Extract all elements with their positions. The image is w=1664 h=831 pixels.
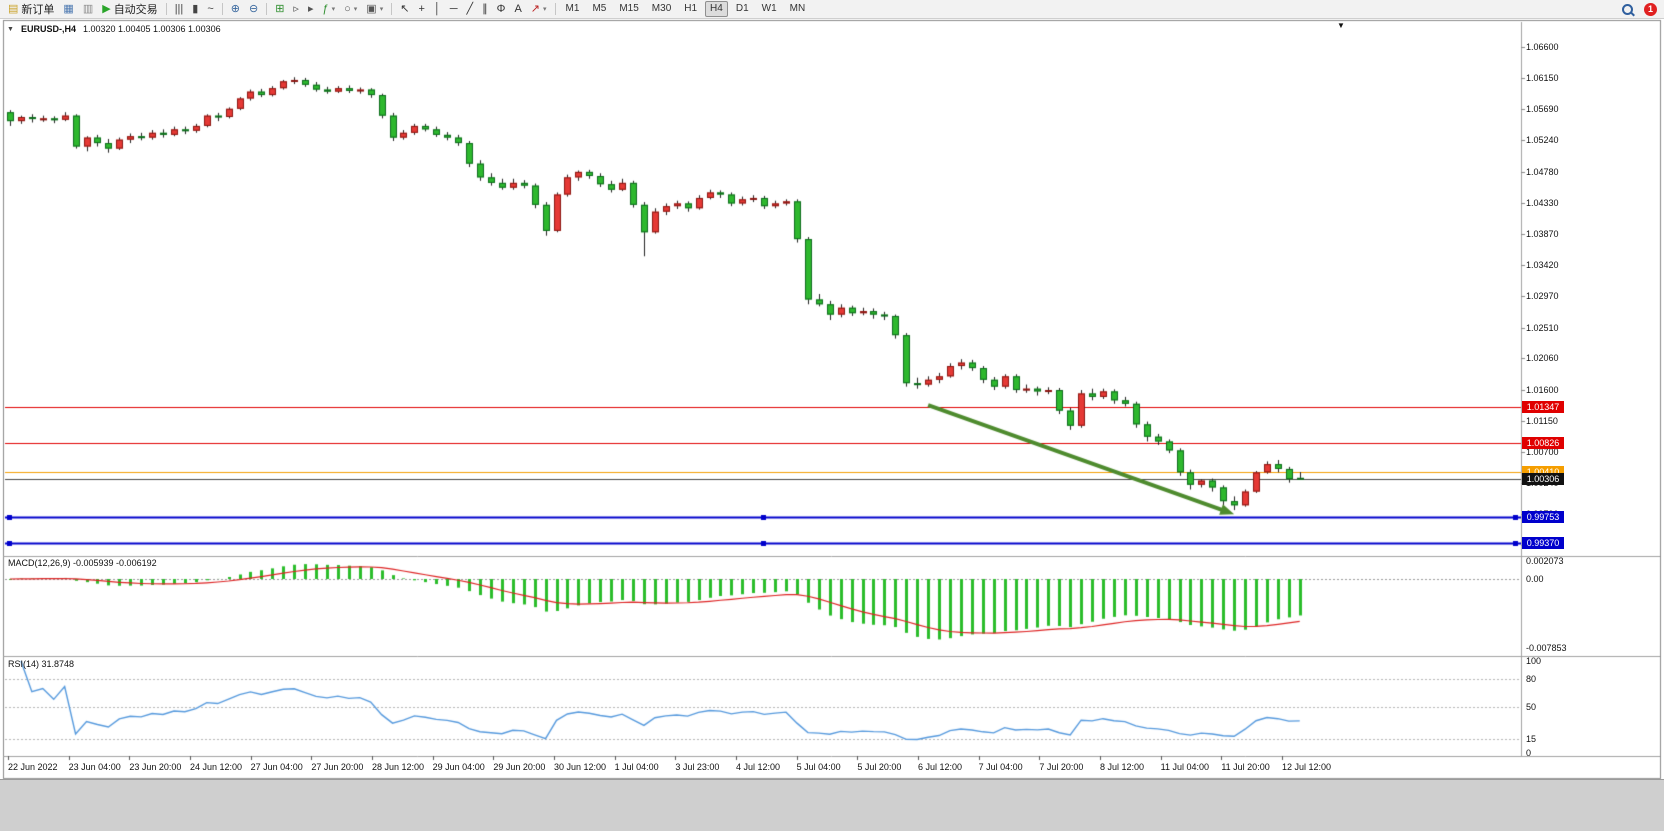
crosshair-button[interactable]: + xyxy=(414,0,428,18)
auto-trading-button[interactable]: ▶ 自动交易 xyxy=(98,0,161,18)
timeframe-d1[interactable]: D1 xyxy=(735,3,749,14)
indicators-button[interactable]: ƒ ▾ xyxy=(318,0,339,18)
timeframe-h4[interactable]: H4 xyxy=(705,1,728,17)
timeframe-w1[interactable]: W1 xyxy=(761,3,777,14)
chart-window-button[interactable]: ▦ xyxy=(59,0,77,18)
magnifier-icon xyxy=(1622,3,1633,15)
line-chart-type-button[interactable]: ~ xyxy=(203,0,217,18)
timeframe-m15[interactable]: M15 xyxy=(619,3,639,14)
vertical-line-icon: │ xyxy=(433,3,441,15)
timeframe-m1[interactable]: M1 xyxy=(565,3,580,14)
fibonacci-icon: Φ xyxy=(496,3,506,15)
toolbar-separator xyxy=(266,3,268,15)
cursor-icon: ↖ xyxy=(400,3,410,15)
tile-windows-button[interactable]: ⊞ xyxy=(271,0,288,18)
zoom-out-icon: ⊖ xyxy=(248,3,259,15)
window-bottom-area xyxy=(0,779,1664,831)
toolbar-separator xyxy=(554,3,556,15)
candlestick-type-button[interactable]: ▮ xyxy=(188,0,202,18)
zoom-in-button[interactable]: ⊕ xyxy=(227,0,244,18)
toolbar-separator xyxy=(391,3,393,15)
cursor-button[interactable]: ↖ xyxy=(396,0,413,18)
vertical-line-button[interactable]: │ xyxy=(430,0,445,18)
auto-scroll-icon: ▸ xyxy=(307,3,314,15)
chart-shift-icon: ▹ xyxy=(293,3,299,15)
toolbar-right-group: 1 xyxy=(1618,0,1660,18)
timeframe-mn[interactable]: MN xyxy=(789,3,806,14)
bar-chart-icon: ||| xyxy=(174,3,184,15)
text-button[interactable]: A xyxy=(510,0,525,18)
trendline-icon: ╱ xyxy=(466,3,474,15)
fibonacci-button[interactable]: Φ xyxy=(493,0,510,18)
notification-badge[interactable]: 1 xyxy=(1644,2,1657,16)
chevron-down-icon: ▾ xyxy=(379,6,384,13)
chart-shift-button[interactable]: ▹ xyxy=(289,0,303,18)
auto-trading-button-label: 自动交易 xyxy=(113,4,158,16)
profiles-icon: ▥ xyxy=(82,3,94,15)
chevron-down-icon: ▾ xyxy=(331,6,336,13)
new-order-button[interactable]: ▤ 新订单 xyxy=(4,0,58,18)
horizontal-line-icon: ─ xyxy=(449,3,458,15)
toolbar-separator xyxy=(221,3,223,15)
arrows-button[interactable]: ↗ ▾ xyxy=(527,0,551,18)
chart-window-icon: ▦ xyxy=(63,3,74,15)
new-order-button-label: 新订单 xyxy=(21,4,55,16)
timeframe-h1[interactable]: H1 xyxy=(684,3,698,14)
periods-button[interactable]: ○ ▾ xyxy=(340,0,361,18)
trendline-button[interactable]: ╱ xyxy=(463,0,478,18)
periods-icon: ○ xyxy=(344,3,351,15)
indicators-icon: ƒ xyxy=(322,3,329,15)
line-chart-icon: ~ xyxy=(207,3,214,15)
horizontal-line-button[interactable]: ─ xyxy=(446,0,462,18)
search-button[interactable] xyxy=(1618,0,1637,18)
tile-windows-icon: ⊞ xyxy=(275,3,285,15)
auto-scroll-button[interactable]: ▸ xyxy=(304,0,318,18)
equidistant-channel-icon: ∥ xyxy=(482,3,488,15)
arrows-icon: ↗ xyxy=(530,3,541,15)
new-order-icon: ▤ xyxy=(8,3,19,15)
toolbar: ▤ 新订单 ▦ ▥ ▶ 自动交易 ||| ▮ ~ ⊕ ⊖ ⊞ ▹ ▸ ƒ ▾ ○ ▾ ▣ ▾ ↖ + │ ─ ╱ ∥ Φ A ↗ ▾ M1 M… xyxy=(0,0,1664,19)
templates-icon: ▣ xyxy=(366,3,377,15)
profiles-button[interactable]: ▥ xyxy=(79,0,97,18)
candlestick-icon: ▮ xyxy=(192,3,199,15)
chevron-down-icon: ▾ xyxy=(353,6,358,13)
bar-chart-type-button[interactable]: ||| xyxy=(171,0,188,18)
zoom-in-icon: ⊕ xyxy=(230,3,240,15)
zoom-out-button[interactable]: ⊖ xyxy=(245,0,262,18)
text-label-icon: A xyxy=(514,3,522,15)
auto-trading-icon: ▶ xyxy=(102,3,111,15)
templates-button[interactable]: ▣ ▾ xyxy=(362,0,387,18)
crosshair-icon: + xyxy=(418,3,425,15)
chevron-down-icon: ▾ xyxy=(543,6,547,13)
toolbar-separator xyxy=(165,3,167,15)
timeframe-m30[interactable]: M30 xyxy=(651,3,672,14)
timeframe-m5[interactable]: M5 xyxy=(592,3,607,14)
channel-button[interactable]: ∥ xyxy=(478,0,492,18)
